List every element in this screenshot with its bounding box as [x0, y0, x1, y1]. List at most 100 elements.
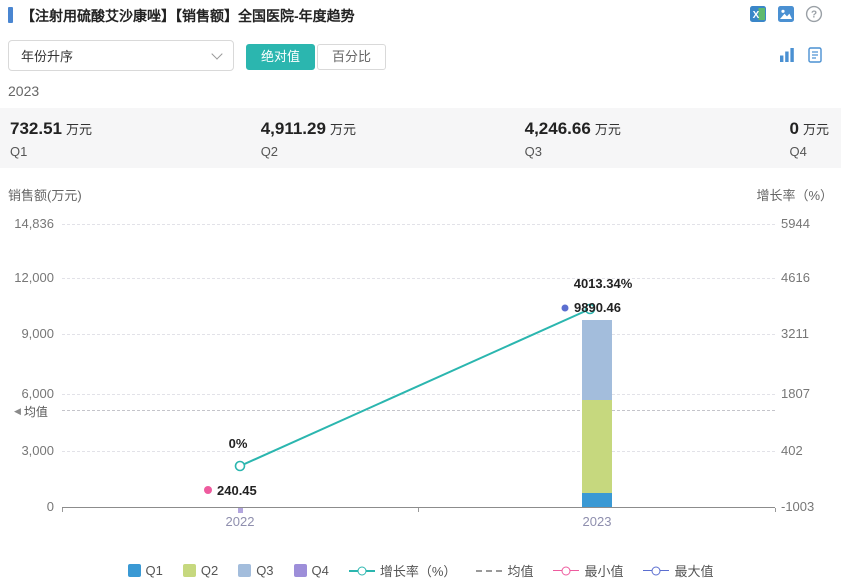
legend-mean-label: 均值	[507, 564, 534, 579]
legend-q1-label: Q1	[145, 563, 163, 578]
legend-min-label: 最小值	[584, 564, 624, 579]
percentage-button[interactable]: 百分比	[317, 44, 387, 70]
legend-max[interactable]: 最大值	[643, 561, 713, 580]
mean-label: 均值	[23, 405, 48, 419]
stat-q3-value: 4,246.66	[524, 119, 591, 138]
stat-q3-unit: 万元	[594, 122, 621, 137]
mean-line-swatch-icon	[476, 565, 503, 576]
bar-2023-q1[interactable]	[582, 493, 612, 507]
absolute-value-button[interactable]: 绝对值	[246, 44, 316, 70]
mean-handle-icon: ◀	[14, 406, 21, 416]
right-tick: 1807	[781, 386, 810, 401]
left-tick: 6,000	[21, 386, 54, 401]
left-tick: 12,000	[14, 270, 54, 285]
q1-swatch-icon	[127, 564, 141, 577]
growth-line-swatch-icon	[348, 565, 375, 576]
stat-q3-label: Q3	[524, 144, 542, 159]
right-tick: 402	[781, 443, 803, 458]
q4-swatch-icon	[293, 564, 307, 577]
min-value-marker[interactable]	[204, 486, 212, 494]
legend-q3-label: Q3	[256, 563, 274, 578]
growth-label-2022: 0%	[228, 436, 248, 451]
svg-text:?: ?	[811, 10, 817, 21]
min-marker-swatch-icon	[553, 565, 580, 576]
max-value-marker[interactable]	[561, 304, 569, 312]
axis-tick	[775, 508, 776, 512]
left-tick: 14,836	[14, 216, 54, 231]
legend-growth-label: 增长率（%）	[379, 564, 457, 579]
report-view-icon[interactable]	[807, 47, 823, 68]
stat-q1-value: 732.51	[10, 119, 62, 138]
legend-q4-label: Q4	[311, 563, 329, 578]
legend-min[interactable]: 最小值	[553, 561, 623, 580]
right-tick: 4616	[781, 270, 810, 285]
header-icon-group: X ?	[749, 5, 823, 23]
right-axis-title: 增长率（%）	[756, 188, 833, 203]
sort-order-value: 年份升序	[21, 49, 74, 64]
left-tick: 0	[46, 499, 54, 514]
value-mode-toggle: 绝对值 百分比	[246, 44, 387, 70]
stat-q4-value: 0	[789, 119, 799, 138]
svg-text:X: X	[753, 10, 760, 21]
legend-q3[interactable]: Q3	[238, 563, 274, 578]
gridline	[62, 394, 775, 395]
sort-order-dropdown[interactable]: 年份升序	[8, 40, 234, 71]
legend-mean[interactable]: 均值	[476, 561, 533, 580]
stat-q2-label: Q2	[260, 144, 279, 159]
gridline	[62, 278, 775, 279]
bar-chart-view-icon[interactable]	[779, 47, 795, 68]
right-tick: 3211	[781, 326, 809, 341]
bar-2023-q2[interactable]	[582, 400, 612, 493]
legend-max-label: 最大值	[674, 564, 714, 579]
axis-tick	[62, 508, 63, 512]
left-tick: 3,000	[21, 443, 54, 458]
mean-line-handle[interactable]: ◀ 均值	[14, 403, 48, 420]
title-accent-bar	[8, 7, 13, 23]
help-icon[interactable]: ?	[805, 5, 823, 23]
stat-q2: 4,911.29 万元 Q2	[261, 119, 356, 168]
legend-q4[interactable]: Q4	[293, 563, 329, 578]
chevron-down-icon	[211, 47, 223, 60]
stat-q3: 4,246.66 万元 Q3	[525, 119, 621, 168]
bar-2023-q3[interactable]	[582, 320, 612, 400]
q3-swatch-icon	[238, 564, 252, 577]
stat-q4-unit: 万元	[802, 122, 829, 137]
max-value-label: 9890.46	[574, 300, 621, 315]
growth-rate-line[interactable]	[239, 308, 591, 467]
stat-q4: 0 万元 Q4	[790, 119, 829, 168]
stat-q4-label: Q4	[789, 144, 807, 159]
gridline	[62, 224, 775, 225]
min-value-label: 240.45	[217, 483, 257, 498]
x-axis-line	[62, 507, 775, 508]
page-title: 【注射用硫酸艾沙康唑】【销售额】全国医院-年度趋势	[21, 8, 355, 24]
axis-tick	[418, 508, 419, 512]
quarter-stats-band: 732.51 万元 Q1 4,911.29 万元 Q2 4,246.66 万元 Q3 …	[0, 108, 841, 168]
year-label: 2023	[8, 83, 40, 99]
category-label-2022: 2022	[225, 514, 255, 529]
excel-export-icon[interactable]: X	[749, 5, 767, 23]
stat-q2-value: 4,911.29	[260, 119, 326, 138]
category-marker-2022	[238, 508, 243, 513]
view-icon-group	[779, 47, 823, 68]
q2-swatch-icon	[182, 564, 196, 577]
legend-q1[interactable]: Q1	[127, 563, 163, 578]
stat-q1: 732.51 万元 Q1	[10, 119, 92, 168]
right-tick: -1003	[781, 499, 815, 514]
legend-growth-rate[interactable]: 增长率（%）	[348, 561, 457, 580]
left-axis-title: 销售额(万元)	[8, 188, 82, 203]
image-export-icon[interactable]	[777, 5, 795, 23]
stat-q2-unit: 万元	[329, 122, 356, 137]
gridline	[62, 451, 775, 452]
growth-point-2022[interactable]	[234, 460, 246, 472]
stat-q1-unit: 万元	[66, 122, 93, 137]
legend-q2[interactable]: Q2	[182, 563, 219, 578]
stat-q1-label: Q1	[10, 144, 28, 159]
right-tick: 5944	[781, 216, 810, 231]
left-tick: 9,000	[21, 326, 54, 341]
category-label-2023: 2023	[582, 514, 612, 529]
max-marker-swatch-icon	[643, 565, 670, 576]
mean-line	[62, 410, 775, 411]
legend-q2-label: Q2	[200, 563, 219, 578]
